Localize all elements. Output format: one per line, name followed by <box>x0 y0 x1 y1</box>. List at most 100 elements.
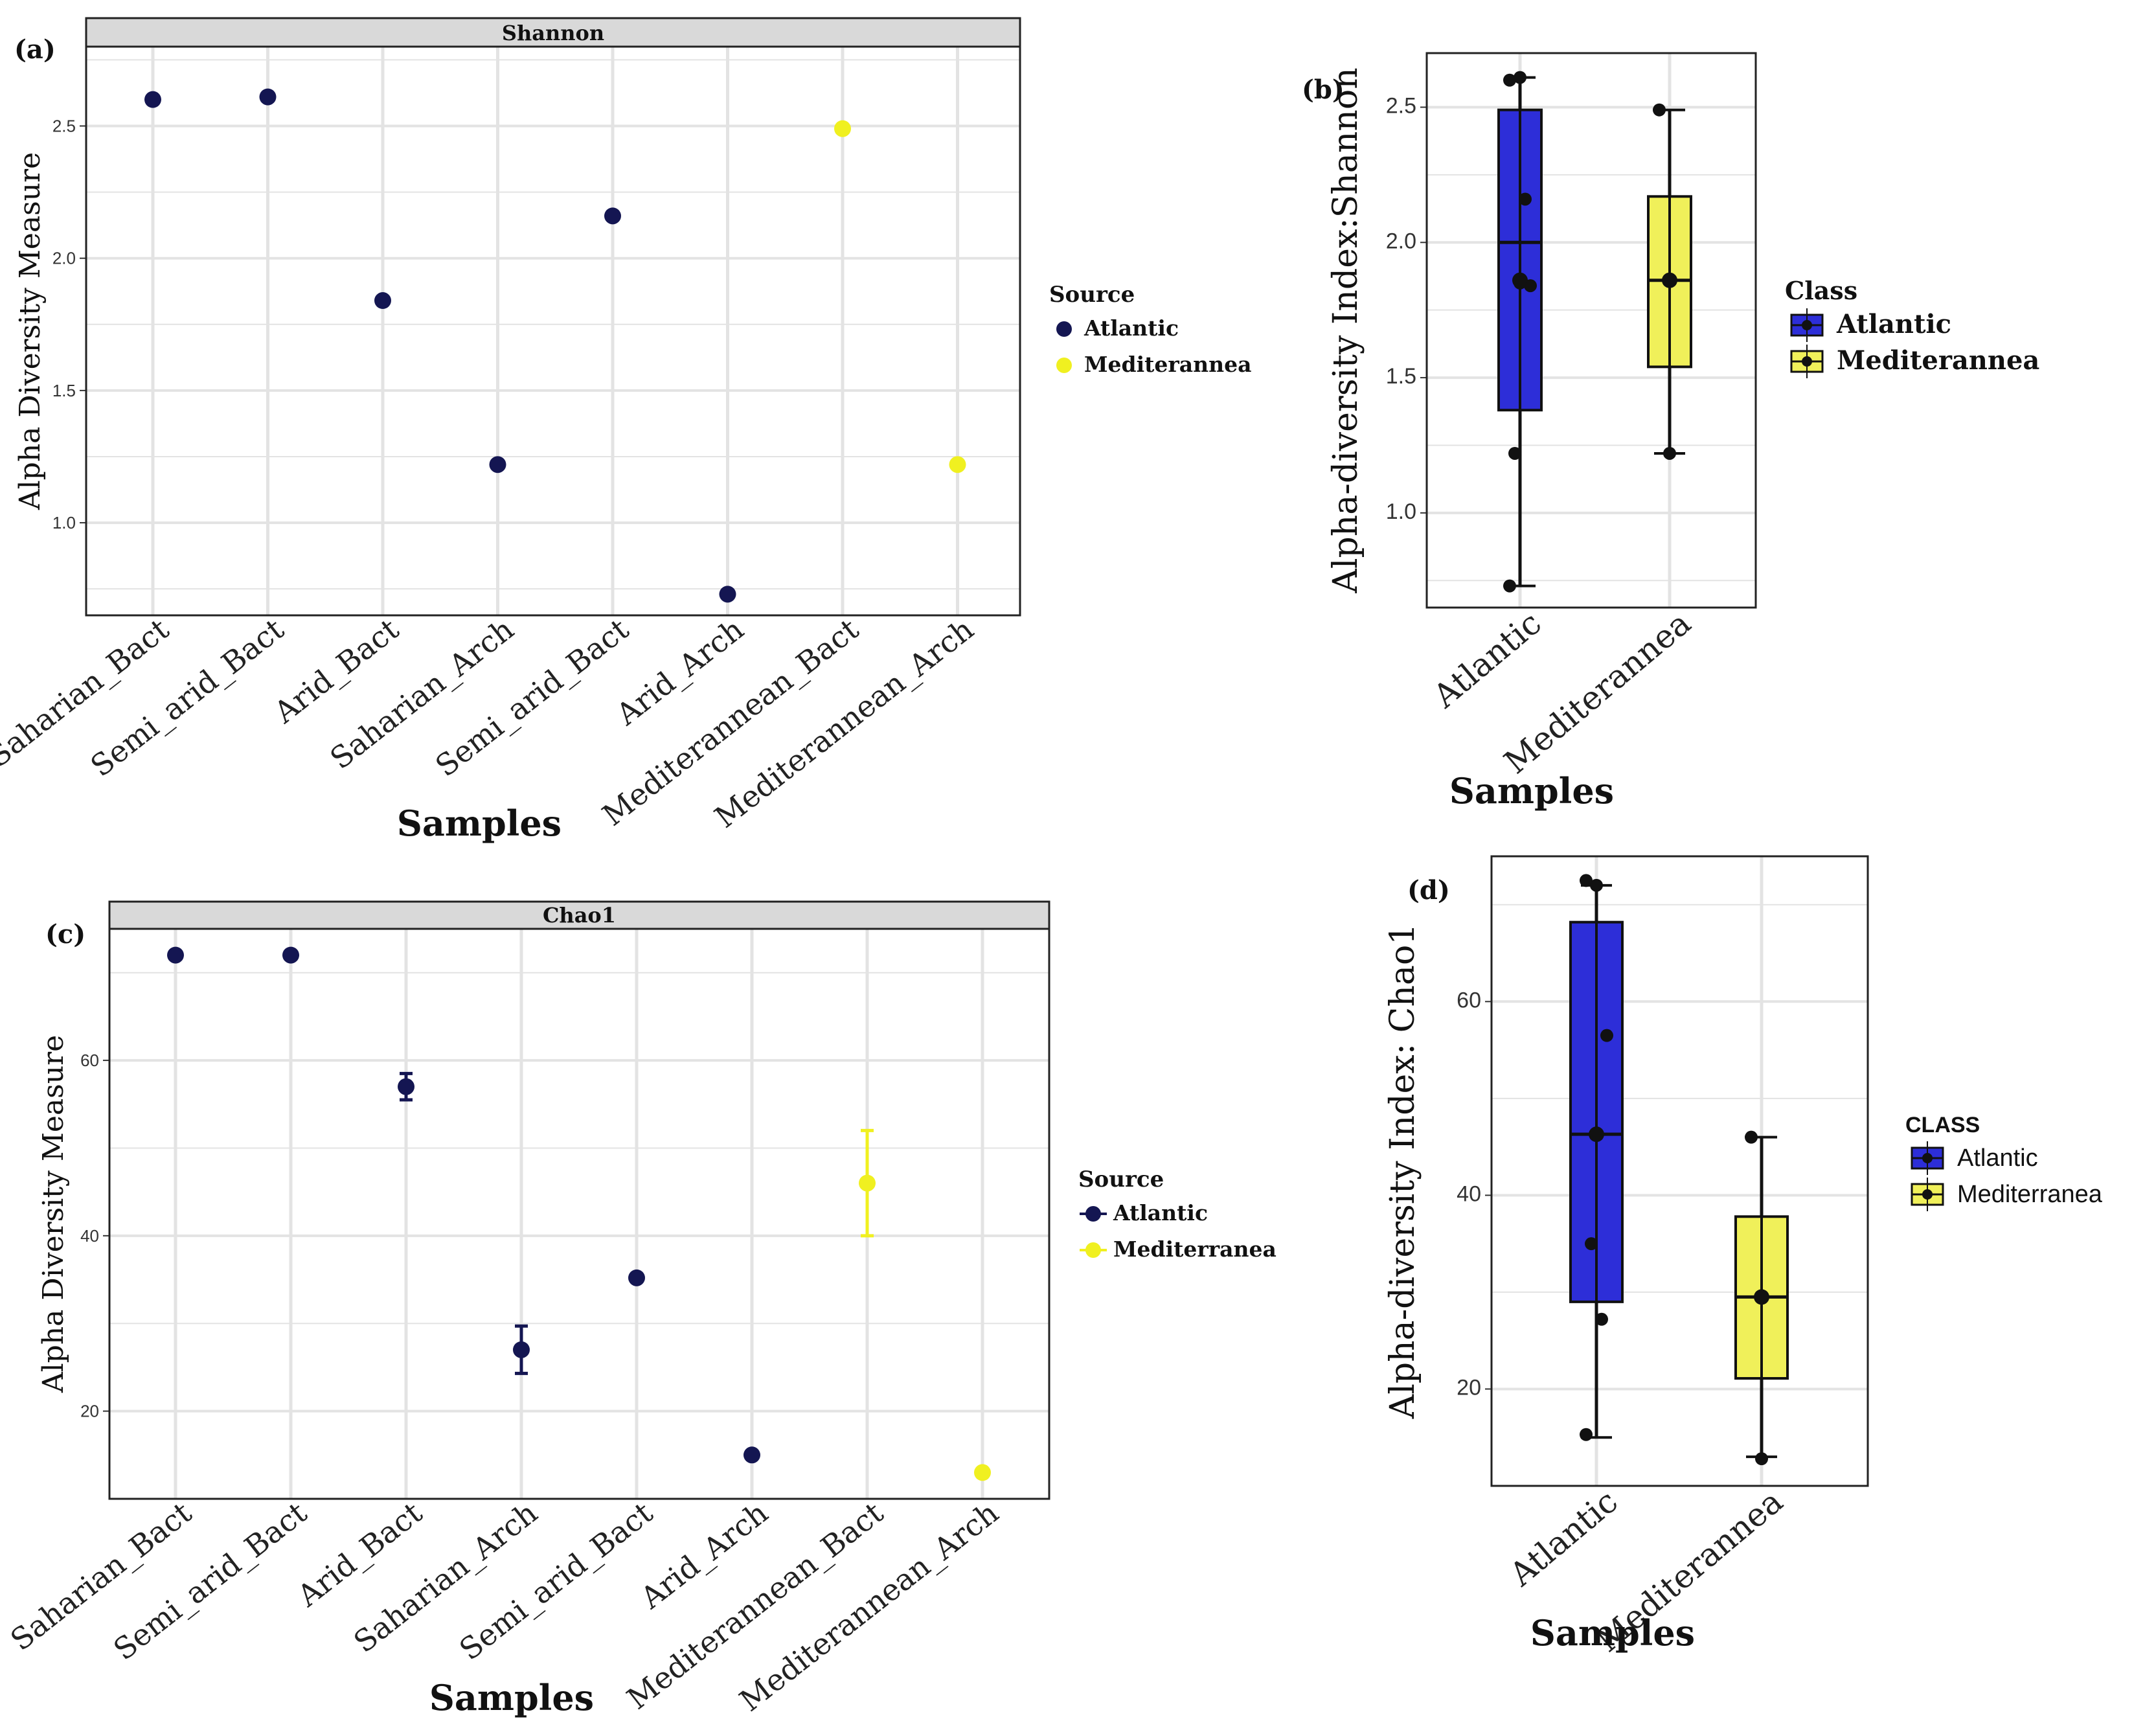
y-axis-title: Alpha-diversity Index:Shannon <box>1326 67 1365 593</box>
legend-b: Class Atlantic Mediterannea <box>1785 276 2039 378</box>
data-point <box>167 946 184 964</box>
strip-title: Shannon <box>502 21 604 45</box>
plot-area <box>1427 53 1756 608</box>
x-tick-label: Atlantic <box>1425 604 1548 716</box>
legend-title: Class <box>1785 276 1857 305</box>
legend-label: Atlantic <box>1113 1200 1208 1225</box>
jitter-point <box>1580 1428 1593 1441</box>
data-point <box>974 1464 991 1481</box>
strip-background <box>108 900 1050 930</box>
y-axis-title: Alpha Diversity Measure <box>14 152 47 510</box>
legend-label: Atlantic <box>1836 309 1951 339</box>
legend-title: Source <box>1078 1167 1164 1192</box>
data-point <box>834 120 851 137</box>
plot-area <box>1492 856 1868 1486</box>
x-axis-title: Samples <box>1449 770 1614 812</box>
data-point <box>398 1078 414 1095</box>
plot-border <box>85 45 1021 617</box>
strip-title: Chao1 <box>543 903 616 928</box>
y-tick-label: 2.0 <box>1386 229 1416 253</box>
legend-label: Mediterranea <box>1113 1236 1277 1262</box>
y-axis-title: Alpha-diversity Index: Chao1 <box>1383 924 1422 1420</box>
data-point <box>743 1446 760 1464</box>
legend-key-dot <box>1056 321 1072 337</box>
y-tick-label: 60 <box>1457 988 1481 1012</box>
legend-label: Atlantic <box>1084 315 1179 341</box>
x-axis-title: Samples <box>397 803 562 844</box>
jitter-point <box>1585 1237 1598 1251</box>
jitter-point <box>1600 1029 1613 1042</box>
legend-title: Source <box>1049 282 1135 308</box>
y-tick-label: 40 <box>1457 1181 1481 1206</box>
data-point <box>144 91 161 108</box>
x-tick-label: Atlantic <box>1502 1483 1624 1594</box>
y-tick-label: 1.5 <box>1386 364 1416 389</box>
jitter-point <box>1755 1452 1768 1466</box>
data-point <box>259 88 277 106</box>
panel-a: 1.01.52.02.5ShannonSaharian_BactSemi_ari… <box>0 17 1021 844</box>
jitter-point <box>1590 878 1603 892</box>
x-tick-label: Semi_arid_Bact <box>84 611 291 784</box>
legend-key-dot <box>1085 1206 1101 1222</box>
jitter-point <box>1653 103 1666 117</box>
legend-label: Mediterranea <box>1957 1181 2103 1208</box>
legend-d: CLASS Atlantic Mediterranea <box>1905 1113 2103 1211</box>
y-tick-label: 1.0 <box>1386 499 1416 524</box>
y-tick-label: 1.0 <box>52 513 76 532</box>
box-mean-point <box>1589 1126 1604 1143</box>
jitter-point <box>1508 446 1521 460</box>
legend-key-point <box>1802 356 1812 367</box>
data-point <box>513 1341 530 1358</box>
x-tick-label: Semi_arid_Bact <box>429 611 635 784</box>
legend-key-point <box>1802 320 1812 330</box>
legend-key-dot <box>1056 358 1072 373</box>
y-tick-label: 1.5 <box>52 381 76 400</box>
panel-label: (c) <box>45 919 85 950</box>
y-tick-label: 60 <box>80 1051 99 1070</box>
data-point <box>374 292 391 310</box>
legend-label: Atlantic <box>1957 1145 2038 1172</box>
panel-b: 1.01.52.02.5AtlanticMediteranneaAlpha-di… <box>1302 52 1757 812</box>
data-point <box>604 207 621 225</box>
y-tick-label: 40 <box>80 1226 99 1246</box>
panel-d: 204060AtlanticMediteranneaAlpha-diversit… <box>1383 855 1869 1659</box>
jitter-point <box>1503 73 1516 87</box>
legend-key-point <box>1922 1153 1933 1163</box>
data-point <box>859 1174 876 1192</box>
x-tick-label: Saharian_Bact <box>0 611 176 774</box>
box-mean-point <box>1754 1289 1769 1305</box>
x-axis-title: Samples <box>429 1677 594 1718</box>
y-tick-label: 2.5 <box>52 117 76 136</box>
data-point <box>949 456 966 473</box>
jitter-point <box>1524 279 1537 293</box>
data-point <box>282 946 299 964</box>
plot-border <box>108 928 1050 1500</box>
box-mean-point <box>1662 272 1677 288</box>
y-axis-title: Alpha Diversity Measure <box>37 1035 70 1393</box>
data-point <box>628 1269 645 1286</box>
panel-c: 204060Chao1Saharian_BactSemi_arid_BactAr… <box>4 900 1050 1718</box>
plot-border <box>1425 52 1757 609</box>
y-tick-label: 2.5 <box>1386 94 1416 119</box>
jitter-point <box>1514 71 1526 84</box>
legend-title: CLASS <box>1905 1113 1980 1137</box>
jitter-point <box>1503 579 1516 593</box>
panel-label: (b) <box>1302 74 1345 105</box>
x-axis-title: Samples <box>1530 1612 1695 1654</box>
data-point <box>719 586 736 603</box>
legend-key-point <box>1922 1189 1933 1200</box>
legend-label: Mediterannea <box>1837 345 2039 376</box>
y-tick-label: 20 <box>80 1402 99 1421</box>
legend-a: Source Atlantic Mediterannea <box>1049 282 1252 377</box>
x-tick-label: Semi_arid_Bact <box>453 1495 659 1667</box>
legend-c: Source Atlantic Mediterranea <box>1078 1167 1277 1262</box>
y-tick-label: 20 <box>1457 1375 1481 1400</box>
x-tick-label: Semi_arid_Bact <box>107 1495 313 1667</box>
jitter-point <box>1663 446 1676 460</box>
plot-area <box>109 929 1049 1499</box>
y-tick-label: 2.0 <box>52 249 76 268</box>
panel-label: (d) <box>1407 875 1450 906</box>
strip-background <box>85 17 1021 48</box>
panel-label: (a) <box>14 34 56 65</box>
